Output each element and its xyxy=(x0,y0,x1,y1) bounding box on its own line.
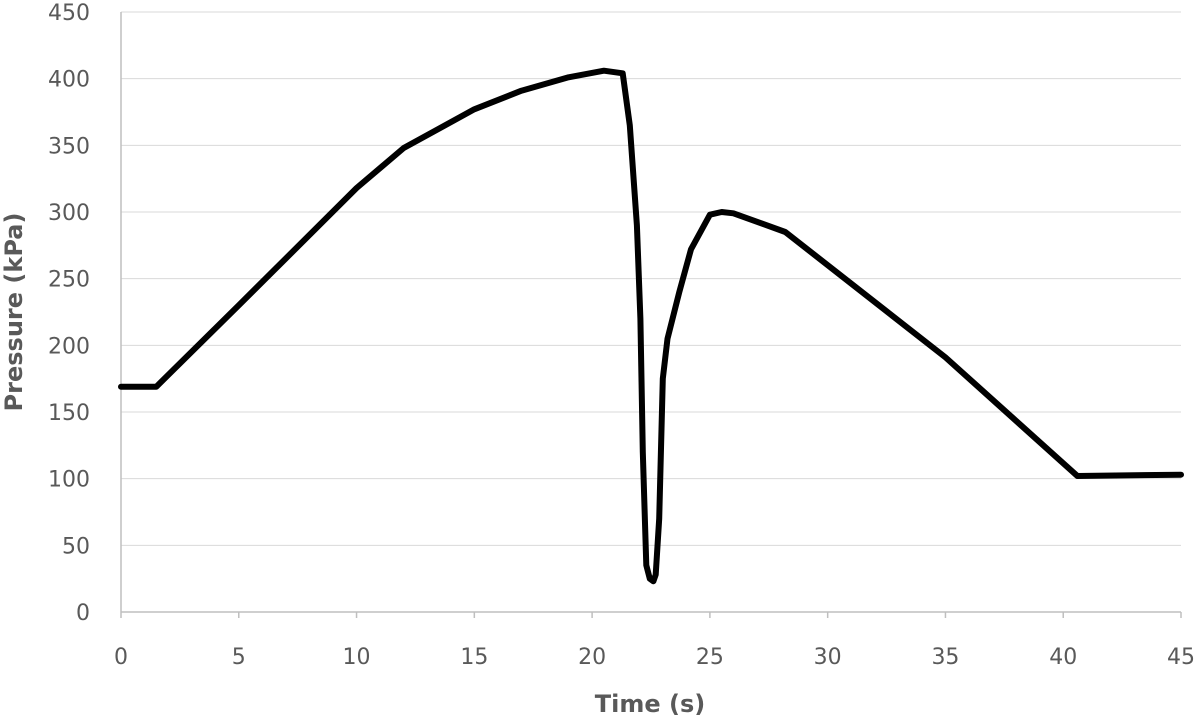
y-tick-label-250: 250 xyxy=(48,268,90,293)
x-tick-label-0: 0 xyxy=(114,645,128,670)
y-tick-label-450: 450 xyxy=(48,1,90,26)
y-tick-label-350: 350 xyxy=(48,134,90,159)
y-tick-label-100: 100 xyxy=(48,468,90,493)
x-tick-label-25: 25 xyxy=(696,645,724,670)
gridlines xyxy=(121,11,1181,546)
axes xyxy=(120,12,1182,618)
y-tick-label-400: 400 xyxy=(48,68,90,93)
y-tick-label-300: 300 xyxy=(48,201,90,226)
x-tick-label-20: 20 xyxy=(578,645,606,670)
y-tick-label-150: 150 xyxy=(48,401,90,426)
y-tick-label-50: 50 xyxy=(62,534,90,559)
x-tick-label-10: 10 xyxy=(343,645,371,670)
series-layer xyxy=(118,67,1184,585)
x-tick-label-15: 15 xyxy=(460,645,488,670)
x-tick-label-40: 40 xyxy=(1049,645,1077,670)
y-tick-label-200: 200 xyxy=(48,334,90,359)
x-axis-title: Time (s) xyxy=(595,690,705,718)
tick-labels: 0 5 10 15 20 25 30 35 40 450501001502002503003504… xyxy=(48,1,1195,670)
x-tick-label-45: 45 xyxy=(1167,645,1195,670)
x-tick-label-35: 35 xyxy=(931,645,959,670)
y-tick-label-0: 0 xyxy=(76,601,90,626)
x-tick-label-5: 5 xyxy=(232,645,246,670)
x-tick-label-30: 30 xyxy=(814,645,842,670)
series-line-pressure xyxy=(118,67,1184,585)
y-axis-title: Pressure (kPa) xyxy=(0,213,28,412)
